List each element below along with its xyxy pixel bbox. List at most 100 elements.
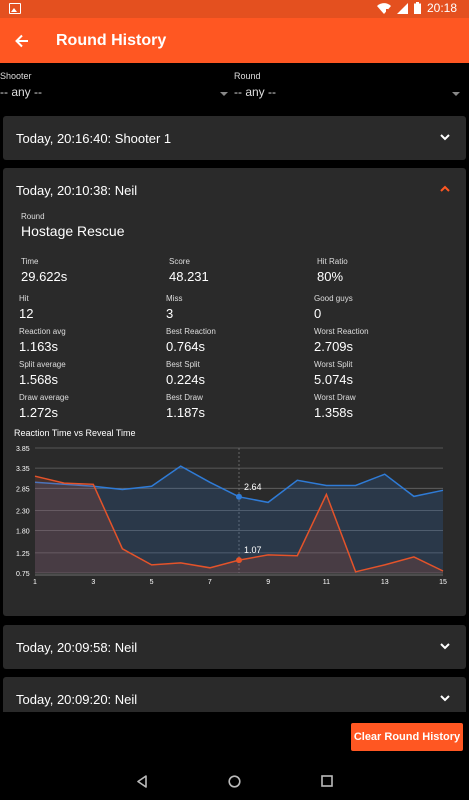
stat-hit-ratio: Hit Ratio 80% [317, 257, 348, 284]
shooter-filter[interactable]: Shooter -- any -- [0, 71, 232, 99]
shooter-filter-value: -- any -- [0, 85, 42, 99]
y-tick-label: 1.80 [16, 529, 30, 536]
stat-time: Time 29.622s [21, 257, 67, 284]
stat-miss: Miss 3 [166, 294, 182, 321]
stat-value: 48.231 [169, 269, 209, 284]
round-filter-label: Round [234, 71, 261, 81]
stat-value: 0.224s [166, 372, 206, 387]
highlight-point [236, 493, 242, 500]
round-value: Hostage Rescue [21, 223, 125, 239]
stat-label: Reaction avg [19, 327, 66, 336]
y-tick-label: 2.30 [16, 509, 30, 516]
stat-label: Hit [19, 294, 29, 303]
session-card: Today, 20:09:58: Neil [3, 625, 466, 669]
y-tick-label: 1.25 [16, 551, 30, 558]
x-tick-label: 1 [33, 579, 37, 586]
session-title: Today, 20:09:20: Neil [16, 691, 138, 707]
round-label: Round [21, 212, 45, 221]
stat-value: 5.074s [314, 372, 354, 387]
stat-reaction-avg: Reaction avg 1.163s [19, 327, 66, 354]
chevron-down-icon [440, 134, 450, 141]
stat-label: Hit Ratio [317, 257, 348, 266]
stat-worst-draw: Worst Draw 1.358s [314, 393, 356, 420]
session-header[interactable]: Today, 20:09:58: Neil [3, 625, 466, 669]
stat-score: Score 48.231 [169, 257, 209, 284]
y-tick-label: 2.85 [16, 486, 30, 493]
chart-title: Reaction Time vs Reveal Time [14, 428, 136, 438]
arrow-left-icon [15, 34, 28, 47]
session-header[interactable]: Today, 20:09:20: Neil [3, 677, 466, 712]
stat-best-draw: Best Draw 1.187s [166, 393, 205, 420]
chevron-down-icon [440, 695, 450, 702]
stat-value: 0.764s [166, 339, 206, 354]
session-card: Today, 20:09:20: Neil [3, 677, 466, 712]
stat-value: 1.358s [314, 405, 354, 420]
session-card-expanded: Today, 20:10:38: Neil Round Hostage Resc… [3, 168, 466, 616]
reaction-time-chart[interactable]: 3.853.352.852.301.801.250.751 3 5 7 9 11 13 152… [3, 440, 466, 605]
session-card: Today, 20:16:40: Shooter 1 [3, 116, 466, 160]
stat-value: 1.272s [19, 405, 59, 420]
image-notification-icon [9, 3, 21, 14]
nav-recents-icon[interactable] [321, 775, 333, 787]
session-header[interactable]: Today, 20:10:38: Neil [3, 168, 466, 212]
stat-worst-reaction: Worst Reaction 2.709s [314, 327, 369, 354]
stat-label: Miss [166, 294, 183, 303]
y-tick-label: 3.85 [16, 446, 30, 453]
stat-best-reaction: Best Reaction 0.764s [166, 327, 216, 354]
stat-value: 12 [19, 306, 34, 321]
navigation-bar [0, 762, 469, 800]
y-tick-label: 0.75 [16, 571, 30, 578]
stat-label: Good guys [314, 294, 353, 303]
stat-value: 80% [317, 269, 344, 284]
session-title: Today, 20:09:58: Neil [16, 639, 138, 655]
session-title: Today, 20:16:40: Shooter 1 [16, 130, 172, 146]
stat-value: 1.163s [19, 339, 59, 354]
series-blue-area [35, 466, 443, 573]
stat-value: 3 [166, 306, 174, 321]
stat-best-split: Best Split 0.224s [166, 360, 205, 387]
stat-worst-split: Worst Split 5.074s [314, 360, 353, 387]
stat-label: Worst Draw [314, 393, 356, 402]
stat-label: Draw average [19, 393, 69, 402]
nav-back-icon[interactable] [136, 774, 148, 788]
round-filter-value: -- any -- [234, 85, 276, 99]
x-tick-label: 11 [323, 579, 330, 586]
nav-home-icon[interactable] [228, 774, 241, 788]
dropdown-caret-icon [220, 92, 228, 96]
session-title: Today, 20:10:38: Neil [16, 182, 138, 198]
stat-draw-average: Draw average 1.272s [19, 393, 69, 420]
dropdown-caret-icon [452, 92, 460, 96]
stat-value: 29.622s [21, 269, 68, 284]
chevron-down-icon [440, 643, 450, 650]
stat-good-guys: Good guys 0 [314, 294, 353, 321]
stat-hit: Hit 12 [19, 294, 33, 321]
stat-value: 1.187s [166, 405, 206, 420]
highlight-value-label: 1.07 [244, 545, 262, 555]
x-tick-label: 3 [91, 579, 95, 586]
app-bar: Round History [0, 18, 469, 63]
x-tick-label: 7 [208, 579, 212, 586]
clear-round-history-button[interactable]: Clear Round History [351, 723, 463, 751]
filters: Shooter -- any -- Round -- any -- [0, 63, 469, 109]
x-tick-label: 5 [150, 579, 154, 586]
stat-label: Score [169, 257, 190, 266]
x-tick-label: 15 [439, 579, 447, 586]
stat-label: Worst Reaction [314, 327, 369, 336]
wifi-icon [376, 2, 391, 14]
session-details: Round Hostage Rescue Time 29.622s Score … [3, 212, 466, 610]
x-tick-label: 13 [381, 579, 389, 586]
back-button[interactable] [0, 18, 44, 63]
stat-label: Split average [19, 360, 66, 369]
highlight-point [236, 557, 242, 564]
signal-icon [396, 2, 408, 14]
round-filter[interactable]: Round -- any -- [234, 71, 464, 99]
x-tick-label: 9 [266, 579, 270, 586]
stat-label: Best Draw [166, 393, 203, 402]
stat-label: Best Reaction [166, 327, 216, 336]
session-header[interactable]: Today, 20:16:40: Shooter 1 [3, 116, 466, 160]
status-time: 20:18 [426, 1, 457, 15]
chevron-up-icon [440, 185, 450, 192]
stat-value: 2.709s [314, 339, 354, 354]
series-orange-area [35, 476, 443, 573]
stat-value: 0 [314, 306, 322, 321]
